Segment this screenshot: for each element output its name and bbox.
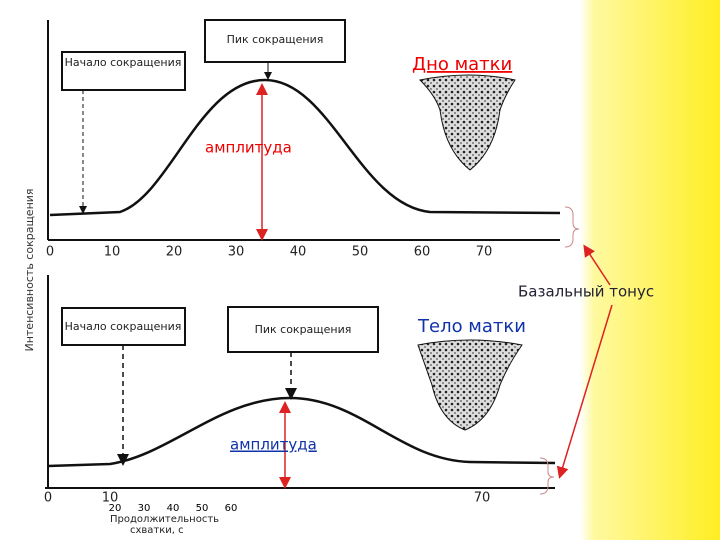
- side-band: [580, 0, 720, 540]
- brace: [539, 457, 555, 495]
- x-tick-label: 70: [474, 491, 491, 506]
- peak-box: [227, 306, 379, 353]
- amplitude-label: амплитуда: [205, 139, 292, 157]
- region-label: Тело матки: [417, 316, 526, 337]
- bottom-chart: [45, 275, 556, 495]
- y-axis-label: Интенсивность сокращения: [23, 188, 36, 351]
- x-tick-label: 40: [290, 245, 307, 260]
- x-tick-label: 30: [138, 503, 151, 514]
- x-tick-label: 20: [166, 245, 183, 260]
- x-tick-label: 50: [352, 245, 369, 260]
- x-axis-label: схватки, с: [130, 525, 184, 536]
- onset-text: Начало сокращения: [65, 320, 182, 333]
- x-tick-label: 60: [225, 503, 238, 514]
- x-tick-label: 0: [46, 245, 54, 260]
- basal-arrow: [556, 304, 613, 479]
- peak-text: Пик сокращения: [227, 33, 324, 46]
- onset-text: Начало сокращения: [65, 56, 182, 69]
- top-chart: [47, 19, 580, 248]
- x-tick-label: 30: [228, 245, 245, 260]
- x-tick-label: 10: [104, 245, 121, 260]
- x-tick-label: 0: [44, 491, 52, 506]
- x-tick-label: 20: [109, 503, 122, 514]
- amplitude-label: амплитуда: [230, 436, 317, 454]
- x-tick-label: 50: [196, 503, 209, 514]
- onset-box: [61, 51, 186, 91]
- basal-tone-label: Базальный тонус: [518, 283, 654, 301]
- x-axis-label: Продолжительность: [110, 514, 219, 525]
- peak-box: [204, 19, 346, 63]
- brace: [564, 206, 580, 248]
- uterus-body-icon: [417, 339, 523, 431]
- peak-text: Пик сокращения: [255, 323, 352, 336]
- x-tick-label: 10: [102, 491, 119, 506]
- x-tick-label: 60: [414, 245, 431, 260]
- onset-box: [61, 307, 186, 346]
- region-label: Дно матки: [412, 54, 512, 75]
- x-tick-label: 40: [167, 503, 180, 514]
- contraction-curve: [49, 78, 561, 217]
- basal-arrow: [583, 244, 611, 286]
- uterus-fundus-icon: [418, 74, 516, 171]
- x-tick-label: 70: [476, 245, 493, 260]
